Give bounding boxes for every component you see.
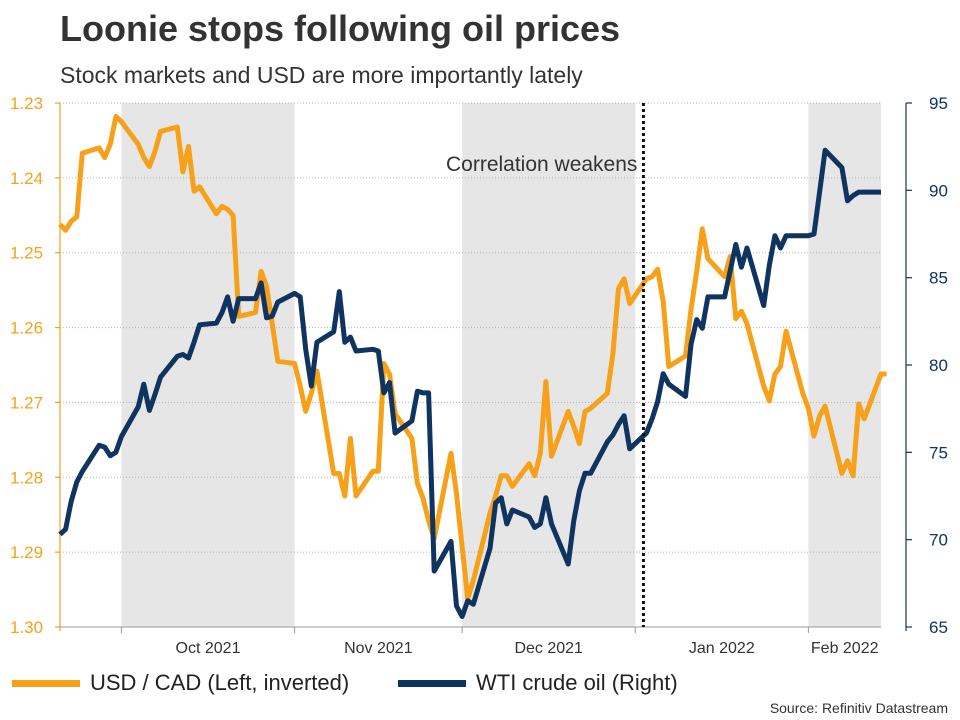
left-tick-label: 1.27: [10, 393, 43, 412]
right-tick-label: 65: [929, 618, 948, 637]
shaded-month-bands: [121, 103, 881, 627]
usdcad-legend-swatch: [12, 679, 80, 687]
right-tick-label: 80: [929, 356, 948, 375]
right-tick-label: 90: [929, 181, 948, 200]
legend-item-wti: WTI crude oil (Right): [398, 668, 678, 698]
x-tick-label: Nov 2021: [344, 640, 413, 657]
right-tick-label: 85: [929, 269, 948, 288]
wti-line: [58, 147, 881, 619]
legend-item-usdcad: USD / CAD (Left, inverted): [12, 668, 349, 698]
left-tick-label: 1.23: [10, 94, 43, 113]
chart-title: Loonie stops following oil prices: [60, 8, 621, 49]
left-tick-label: 1.30: [10, 618, 43, 637]
left-tick-label: 1.29: [10, 543, 43, 562]
x-tick-label: Dec 2021: [514, 640, 583, 657]
x-tick-label: Feb 2022: [811, 640, 879, 657]
chart-subtitle: Stock markets and USD are more important…: [60, 62, 583, 88]
axes: 1.23 1.24 1.25 1.26 1.27 1.28 1.29 1.30 95 90 85 80…: [10, 94, 948, 657]
wti-legend-label: WTI crude oil (Right): [476, 670, 678, 695]
left-tick-label: 1.24: [10, 169, 43, 188]
right-tick-label: 95: [929, 94, 948, 113]
left-tick-label: 1.25: [10, 244, 43, 263]
right-tick-label: 75: [929, 443, 948, 462]
usdcad-legend-label: USD / CAD (Left, inverted): [90, 670, 350, 695]
source-note: Source: Refinitiv Datastream: [769, 700, 948, 716]
shaded-band-oct-2021: [121, 103, 295, 627]
correlation-label: Correlation weakens: [446, 153, 637, 176]
right-tick-label: 70: [929, 531, 948, 550]
annotation: Correlation weakens: [446, 103, 645, 627]
left-tick-label: 1.26: [10, 319, 43, 338]
x-tick-label: Oct 2021: [176, 640, 241, 657]
x-tick-label: Jan 2022: [689, 640, 755, 657]
series-lines: [58, 114, 887, 619]
wti-legend-swatch: [398, 679, 466, 687]
left-tick-label: 1.28: [10, 468, 43, 487]
